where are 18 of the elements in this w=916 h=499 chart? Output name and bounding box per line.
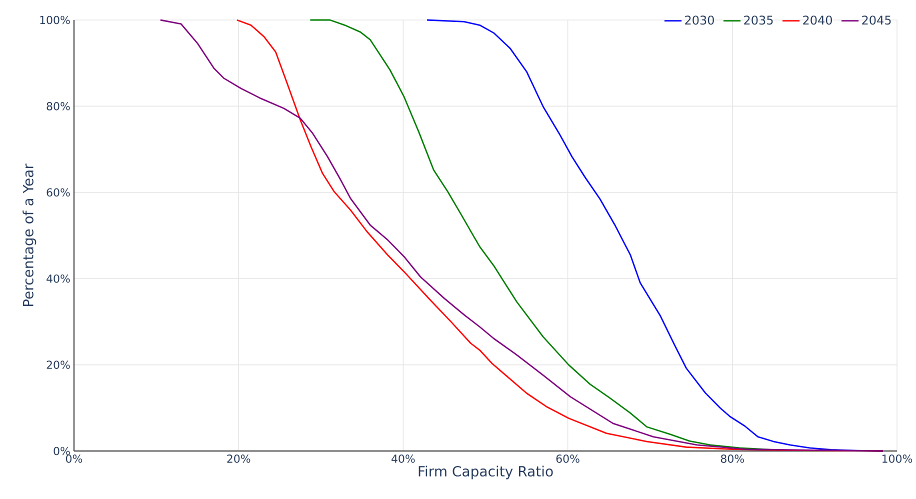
x-tick-label: 20% (227, 454, 250, 463)
legend-label: 2040 (803, 16, 832, 25)
legend-label: 2030 (685, 16, 714, 25)
y-tick-label: 100% (40, 16, 70, 24)
legend-label: 2035 (744, 16, 773, 25)
y-tick-label: 0% (54, 446, 70, 456)
x-tick-label: 100% (882, 454, 912, 463)
y-axis-title: Percentage of a Year (22, 164, 36, 306)
x-tick-label: 80% (720, 454, 744, 463)
x-tick-label: 60% (556, 454, 580, 463)
y-tick-label: 20% (46, 360, 70, 369)
legend-label: 2045 (862, 16, 891, 25)
x-axis-title: Firm Capacity Ratio (418, 466, 553, 480)
x-tick-label: 40% (392, 454, 415, 463)
y-tick-label: 60% (46, 188, 70, 197)
y-tick-label: 80% (46, 102, 70, 110)
y-tick-label: 40% (46, 274, 70, 283)
x-tick-label: 0% (66, 454, 82, 463)
